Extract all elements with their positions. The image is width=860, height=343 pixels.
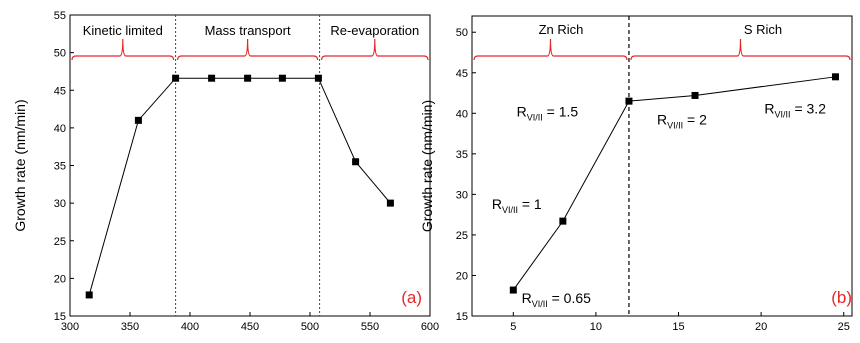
plot-frame: [471, 15, 853, 317]
y-tick-label: 30: [54, 198, 66, 210]
x-tick-label: 500: [301, 321, 319, 333]
ratio-symbol: R: [492, 196, 502, 212]
data-point: [208, 74, 216, 82]
x-tick-label: 25: [838, 321, 850, 333]
region-brace-mass-transport: [177, 38, 319, 61]
y-tick-label: 20: [54, 273, 66, 285]
region-label-kinetic-limited: Kinetic limited: [83, 23, 163, 38]
region-brace-zn-rich: [473, 38, 628, 61]
x-tick-label: 5: [510, 321, 516, 333]
y-tick-label: 20: [456, 270, 468, 282]
data-point: [691, 91, 699, 99]
x-tick-label: 10: [590, 321, 602, 333]
region-brace-re-evaporation: [321, 38, 429, 61]
y-tick-label: 45: [456, 68, 468, 80]
y-axis-label: Growth rate (nm/min): [419, 100, 435, 232]
data-point: [278, 74, 286, 82]
y-tick-label: 45: [54, 85, 66, 97]
data-point: [625, 97, 633, 105]
x-tick-label: 300: [61, 321, 79, 333]
y-tick-label: 30: [456, 189, 468, 201]
x-tick-label: 15: [672, 321, 684, 333]
ratio-annotation: RVI/II = 0.65: [522, 290, 592, 309]
y-tick-label: 15: [54, 311, 66, 323]
y-tick-label: 40: [456, 108, 468, 120]
ratio-value: = 1.5: [543, 104, 579, 120]
ratio-annotation: RVI/II = 2: [657, 112, 707, 131]
data-point: [314, 74, 322, 82]
chart-panel-a: 152025303540455055300350400450500550600T…: [12, 10, 439, 343]
panel-label: (b): [831, 288, 852, 307]
y-tick-label: 25: [456, 230, 468, 242]
x-tick-label: 550: [361, 321, 379, 333]
y-tick-label: 35: [456, 149, 468, 161]
data-point: [172, 74, 180, 82]
data-point: [134, 116, 142, 124]
ratio-symbol: R: [517, 104, 527, 120]
ratio-subscript: VI/II: [775, 109, 791, 119]
ratio-subscript: VI/II: [667, 121, 683, 131]
x-tick-label: 350: [121, 321, 139, 333]
y-tick-label: 50: [456, 27, 468, 39]
ratio-annotation: RVI/II = 1.5: [517, 104, 579, 123]
y-tick-label: 15: [456, 311, 468, 323]
plot-frame: [69, 14, 431, 317]
x-tick-label: 600: [421, 321, 439, 333]
y-tick-label: 40: [54, 123, 66, 135]
ratio-subscript: VI/II: [532, 299, 548, 309]
region-brace-kinetic-limited: [71, 38, 175, 61]
data-point: [244, 74, 252, 82]
data-point: [831, 73, 839, 81]
data-point: [559, 217, 567, 225]
chart-panel-b: 1520253035404550510152025Sulfur partial …: [419, 15, 853, 343]
y-tick-label: 55: [54, 10, 66, 22]
x-tick-label: 20: [755, 321, 767, 333]
ratio-annotation: RVI/II = 1: [492, 196, 542, 215]
region-label-mass-transport: Mass transport: [205, 23, 291, 38]
ratio-symbol: R: [522, 290, 532, 306]
ratio-annotation: RVI/II = 3.2: [764, 100, 826, 119]
panel-label: (a): [401, 288, 422, 307]
region-brace-s-rich: [630, 38, 851, 61]
x-tick-label: 400: [181, 321, 199, 333]
y-tick-label: 25: [54, 236, 66, 248]
ratio-symbol: R: [657, 112, 667, 128]
data-point: [352, 158, 360, 166]
ratio-value: = 2: [683, 112, 707, 128]
ratio-subscript: VI/II: [502, 205, 518, 215]
ratio-symbol: R: [764, 100, 774, 116]
data-point: [386, 199, 394, 207]
ratio-value: = 0.65: [548, 290, 591, 306]
series-line: [88, 77, 391, 296]
region-label-re-evaporation: Re-evaporation: [330, 23, 419, 38]
ratio-value: = 3.2: [791, 100, 827, 116]
y-tick-label: 50: [54, 48, 66, 60]
data-point: [85, 291, 93, 299]
region-label-s-rich: S Rich: [744, 22, 782, 37]
data-point: [509, 286, 517, 294]
y-tick-label: 35: [54, 161, 66, 173]
ratio-subscript: VI/II: [527, 113, 543, 123]
y-axis-label: Growth rate (nm/min): [12, 99, 28, 231]
x-tick-label: 450: [241, 321, 259, 333]
region-label-zn-rich: Zn Rich: [539, 22, 584, 37]
ratio-value: = 1: [518, 196, 542, 212]
